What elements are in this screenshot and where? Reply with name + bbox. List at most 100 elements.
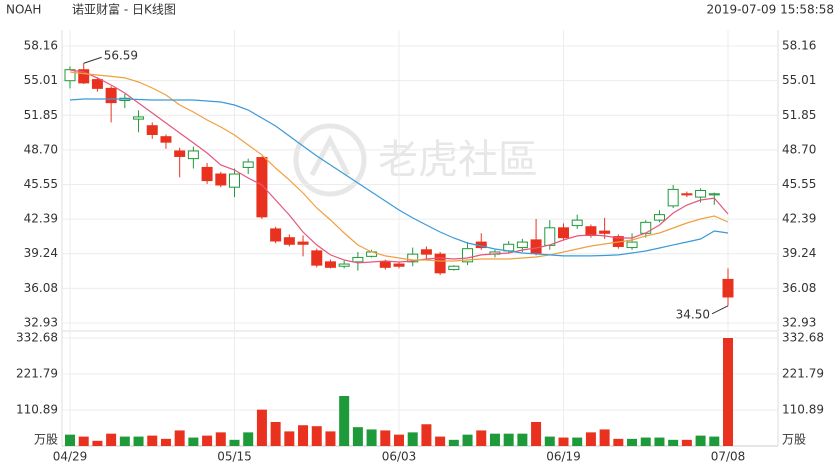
y-tick-label-right: 51.85 (782, 108, 816, 122)
candle-body (599, 230, 611, 234)
volume-bar (503, 433, 514, 446)
volume-bar (133, 436, 144, 446)
y-tick-label: 58.16 (24, 39, 58, 53)
volume-tick-label-right: 110.89 (782, 403, 824, 417)
annotation: 56.59 (104, 49, 138, 63)
x-tick-label: 05/15 (217, 450, 252, 464)
y-tick-label-right: 32.93 (782, 316, 816, 330)
candle-body (352, 256, 364, 263)
candle-body (242, 161, 254, 168)
volume-bar (668, 439, 679, 446)
volume-bar (284, 431, 295, 446)
volume-bar (106, 433, 117, 446)
candle-body (681, 193, 693, 196)
volume-bar (298, 425, 309, 446)
volume-bar (627, 438, 638, 446)
subtitle: 诺亚财富 - 日K线图 (72, 2, 176, 17)
x-tick-label: 06/03 (382, 450, 417, 464)
volume-bar (160, 438, 171, 446)
y-tick-label: 55.01 (24, 73, 58, 87)
candle-body (324, 261, 336, 268)
volume-unit-right: 万股 (782, 433, 806, 447)
candle-body (626, 241, 638, 249)
candle-body (133, 116, 145, 120)
volume-bar (531, 421, 542, 446)
volume-tick-label: 221.79 (16, 366, 58, 380)
volume-bar (366, 429, 377, 446)
y-tick-label-right: 45.55 (782, 177, 816, 191)
volume-bar (723, 338, 733, 446)
x-tick-label: 06/19 (546, 450, 581, 464)
y-tick-label: 48.70 (24, 142, 58, 156)
watermark-icon (293, 123, 367, 197)
volume-bar (572, 437, 583, 446)
candle-body (434, 253, 446, 274)
candle-body (585, 226, 597, 236)
annotation-leader (711, 305, 729, 315)
volume-bar (229, 439, 240, 446)
candle-body (393, 263, 405, 267)
candle-body (407, 253, 419, 263)
ma-line (69, 69, 729, 264)
candle-body (78, 69, 90, 84)
candle-body (708, 193, 720, 196)
volume-bar (640, 437, 651, 446)
volume-bar (215, 432, 226, 446)
y-tick-label-right: 48.70 (782, 142, 816, 156)
y-tick-label-right: 55.01 (782, 73, 816, 87)
volume-bar (558, 437, 569, 446)
volume-bar (709, 436, 720, 446)
volume-bar (695, 435, 706, 446)
volume-bar (407, 432, 418, 446)
y-tick-label: 39.24 (24, 246, 58, 260)
volume-bar (188, 437, 199, 446)
volume-bar (654, 437, 665, 446)
candle-body (201, 166, 213, 182)
volume-bar (78, 436, 89, 446)
volume-bar (394, 434, 404, 446)
y-tick-label-right: 39.24 (782, 246, 816, 260)
annotation-leader (83, 56, 102, 64)
candle-body (146, 125, 158, 135)
candle-body (420, 249, 432, 255)
candle-body (91, 79, 103, 89)
volume-bar (92, 440, 103, 446)
volume-bar (448, 439, 459, 446)
volume-bar (119, 436, 130, 446)
ma-line (69, 71, 729, 262)
candle-body (448, 265, 460, 271)
volume-bar (613, 438, 624, 446)
volume-bar (489, 433, 500, 446)
candle-body (653, 214, 665, 221)
watermark-text: 老虎社區 (378, 137, 538, 183)
y-tick-label: 51.85 (24, 108, 58, 122)
candle-body (571, 219, 583, 227)
ma-line (69, 98, 729, 257)
y-tick-label-right: 36.08 (782, 281, 816, 295)
candle-body (530, 239, 542, 254)
y-tick-label: 32.93 (24, 316, 58, 330)
volume-bar (256, 409, 267, 446)
y-tick-label-right: 42.39 (782, 212, 816, 226)
volume-tick-label: 110.89 (16, 403, 58, 417)
candle-body (229, 173, 240, 188)
candle-body (667, 188, 679, 207)
candle-body (215, 173, 227, 186)
candle-body (544, 227, 556, 246)
candle-body (283, 237, 295, 245)
candle-body (379, 261, 391, 268)
volume-bar (147, 435, 158, 446)
volume-tick-label-right: 332.68 (782, 331, 824, 345)
volume-bar (174, 430, 185, 446)
volume-bar (544, 436, 555, 446)
candle-body (256, 157, 268, 218)
candle-body (160, 136, 172, 143)
annotation: 34.50 (676, 307, 710, 321)
candle-body (270, 228, 282, 242)
volume-bar (202, 435, 213, 446)
volume-unit: 万股 (34, 433, 58, 447)
x-tick-label: 04/29 (53, 450, 88, 464)
candle-body (558, 227, 569, 239)
volume-bar (462, 434, 473, 446)
